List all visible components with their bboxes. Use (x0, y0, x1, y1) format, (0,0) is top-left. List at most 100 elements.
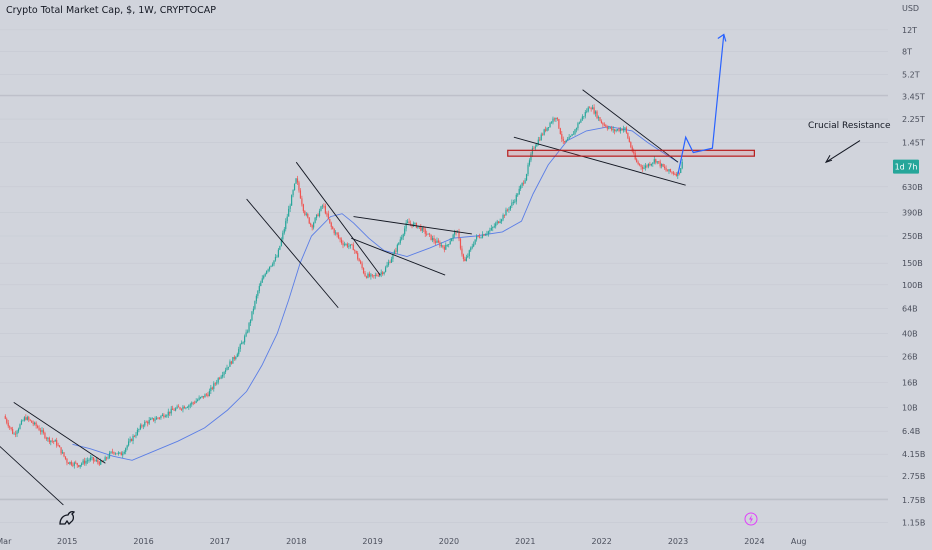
candle-up (273, 260, 275, 265)
candle-down (211, 387, 213, 389)
candle-down (506, 209, 509, 211)
candle-up (195, 400, 197, 403)
tradingview-logo-icon[interactable] (56, 508, 78, 528)
candle-up (17, 428, 20, 432)
y-tick-label: 100B (902, 281, 923, 290)
candle-down (7, 422, 9, 427)
candle-down (603, 124, 605, 126)
candle-up (405, 222, 407, 229)
candle-up (470, 247, 472, 251)
candle-up (568, 136, 570, 140)
candle-down (659, 161, 661, 167)
candle-up (536, 144, 538, 147)
candle-down (298, 182, 300, 191)
candle-down (364, 273, 366, 277)
candle-up (151, 418, 153, 419)
x-tick-label: 2023 (668, 537, 688, 546)
candle-up (261, 278, 263, 283)
candle-down (614, 129, 616, 132)
candle-up (490, 227, 492, 231)
candle-up (540, 134, 542, 141)
candle-up (380, 272, 382, 275)
annotation-arrow (825, 140, 861, 163)
candle-up (484, 234, 487, 236)
y-tick-label: 64B (902, 305, 918, 314)
candle-up (100, 460, 102, 465)
candle-down (4, 416, 6, 419)
candle-down (605, 125, 607, 127)
candle-down (205, 394, 208, 396)
crucial-resistance-label: Crucial Resistance (808, 121, 891, 131)
y-tick-label: 2.75B (902, 472, 925, 481)
candle-up (575, 128, 578, 130)
candle-down (562, 138, 564, 142)
candle-up (680, 168, 682, 173)
x-tick-label: 2018 (286, 537, 306, 546)
candle-down (671, 171, 673, 173)
candle-up (150, 418, 152, 420)
y-tick-label: 10B (902, 403, 918, 412)
candle-down (533, 148, 535, 149)
candle-down (663, 166, 666, 168)
candle-up (286, 216, 288, 222)
candle-down (625, 127, 627, 133)
trendline (0, 445, 64, 506)
candle-up (407, 221, 409, 223)
candle-down (539, 139, 541, 141)
lightning-icon[interactable] (744, 512, 758, 526)
candle-up (229, 361, 231, 367)
annotation-arrowhead (824, 154, 833, 164)
candle-up (41, 430, 43, 432)
candle-down (358, 258, 360, 262)
candle-up (73, 462, 75, 466)
candle-down (503, 214, 506, 216)
candle-down (589, 107, 591, 109)
candle-down (35, 422, 37, 426)
candle-down (558, 119, 560, 129)
candle-up (110, 451, 112, 453)
candle-down (641, 166, 644, 169)
candle-down (590, 108, 592, 110)
candle-down (621, 128, 623, 131)
candle-down (327, 213, 329, 219)
candle-up (242, 342, 244, 344)
candle-down (361, 263, 363, 269)
price-badge-bg (893, 159, 919, 174)
candle-up (440, 245, 442, 247)
candle-down (310, 223, 312, 226)
candle-up (398, 242, 400, 245)
candle-up (220, 376, 222, 379)
candle-up (592, 107, 594, 110)
candle-up (189, 404, 191, 406)
candle-down (180, 408, 183, 410)
candle-up (549, 122, 551, 128)
candle-up (288, 208, 290, 217)
candle-up (489, 230, 491, 232)
candle-down (141, 425, 143, 427)
candle-down (97, 460, 99, 463)
candle-up (502, 214, 504, 220)
candle-down (111, 451, 114, 453)
candle-up (384, 267, 387, 272)
candle-down (636, 159, 638, 163)
candle-down (59, 445, 61, 448)
candle-down (346, 243, 349, 247)
candle-up (401, 237, 403, 240)
candle-down (324, 206, 326, 214)
candle-down (67, 462, 70, 464)
candle-up (293, 183, 296, 191)
candle-up (537, 139, 539, 145)
candle-up (283, 229, 285, 233)
candle-up (117, 452, 119, 454)
candle-down (207, 394, 209, 397)
candle-up (142, 425, 144, 427)
candle-down (173, 409, 175, 411)
candle-up (280, 239, 282, 246)
candle-down (56, 440, 58, 446)
candle-up (343, 244, 346, 246)
candle-up (493, 226, 495, 228)
candle-up (122, 453, 124, 456)
candle-down (420, 226, 422, 231)
x-tick-label: Aug (791, 537, 807, 546)
